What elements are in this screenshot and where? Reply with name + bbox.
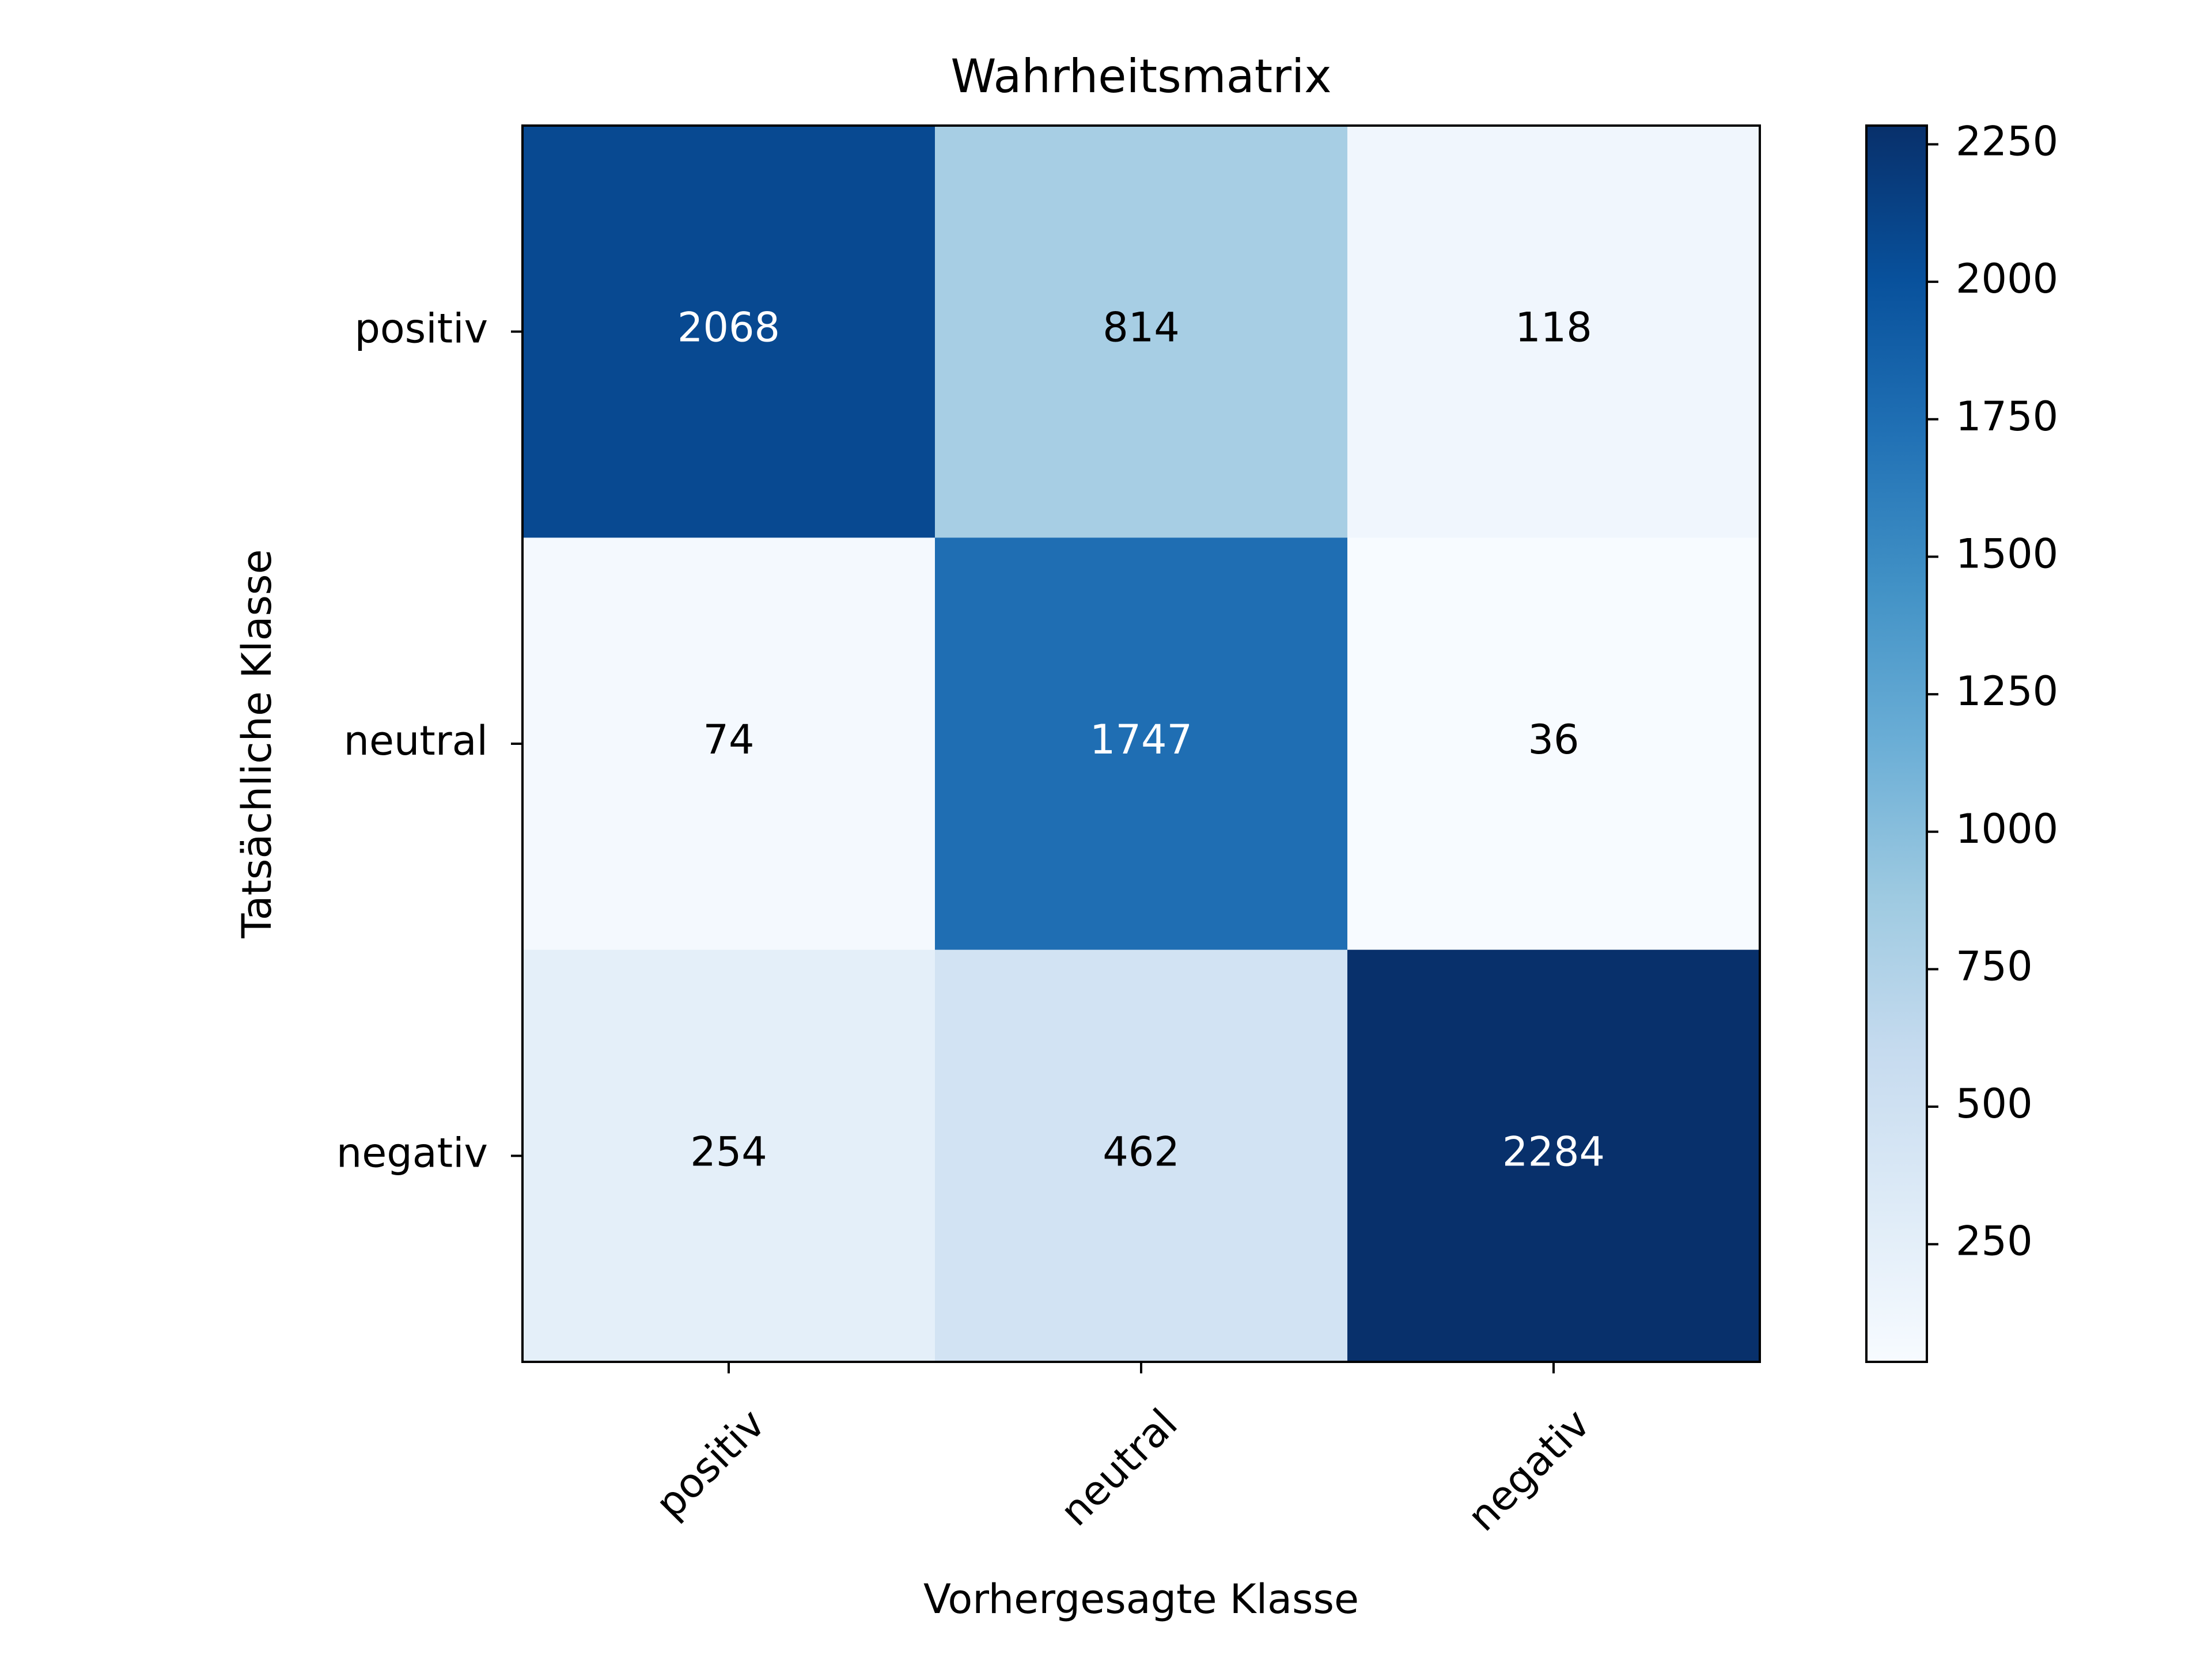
heatmap-cell-0-1 <box>935 126 1348 538</box>
colorbar-tick-label-1250: 1250 <box>1956 668 2058 715</box>
heatmap-cell-2-0 <box>522 949 935 1362</box>
colorbar-tick-label-2000: 2000 <box>1956 255 2058 302</box>
y-tick-label-neutral: neutral <box>344 717 488 764</box>
x-axis-title: Vorhergesagte Klasse <box>923 1576 1359 1623</box>
colorbar-tick-label-1750: 1750 <box>1956 393 2058 440</box>
y-axis-title: Tatsächliche Klasse <box>233 549 281 938</box>
colorbar-tick-label-1500: 1500 <box>1956 530 2058 577</box>
heatmap-cell-0-2 <box>1347 126 1760 538</box>
heatmap-cell-0-0 <box>522 126 935 538</box>
y-tick-label-positiv: positiv <box>355 305 488 353</box>
heatmap-cell-1-0 <box>522 537 935 951</box>
cell-value-label-2-1: 462 <box>1103 1128 1180 1175</box>
x-tick-label-positiv: positiv <box>646 1400 774 1528</box>
colorbar-tick-label-750: 750 <box>1956 942 2033 990</box>
x-tick-label-negativ: negativ <box>1459 1400 1599 1540</box>
cell-value-label-0-2: 118 <box>1515 304 1592 351</box>
heatmap-cell-2-1 <box>935 949 1348 1362</box>
cell-value-label-1-2: 36 <box>1528 716 1579 763</box>
heatmap-cell-1-1 <box>935 537 1348 951</box>
cell-value-label-0-1: 814 <box>1103 304 1180 351</box>
colorbar-tick-label-250: 250 <box>1956 1218 2033 1265</box>
cell-value-label-2-0: 254 <box>690 1128 767 1175</box>
cell-value-label-1-0: 74 <box>703 716 754 763</box>
heatmap-cell-1-2 <box>1347 537 1760 951</box>
cell-value-label-0-0: 2068 <box>677 304 780 351</box>
colorbar <box>1866 126 1927 1362</box>
colorbar-tick-label-1000: 1000 <box>1956 805 2058 853</box>
x-tick-label-neutral: neutral <box>1051 1400 1187 1535</box>
colorbar-frame <box>1865 124 1928 1363</box>
colorbar-tick-label-500: 500 <box>1956 1080 2033 1127</box>
cell-value-label-2-2: 2284 <box>1502 1128 1605 1175</box>
colorbar-tick-label-2250: 2250 <box>1956 118 2058 165</box>
cell-value-label-1-1: 1747 <box>1090 716 1192 763</box>
y-tick-label-negativ: negativ <box>336 1129 488 1176</box>
chart-title: Wahrheitsmatrix <box>950 50 1331 103</box>
heatmap-cell-2-2 <box>1347 949 1760 1362</box>
